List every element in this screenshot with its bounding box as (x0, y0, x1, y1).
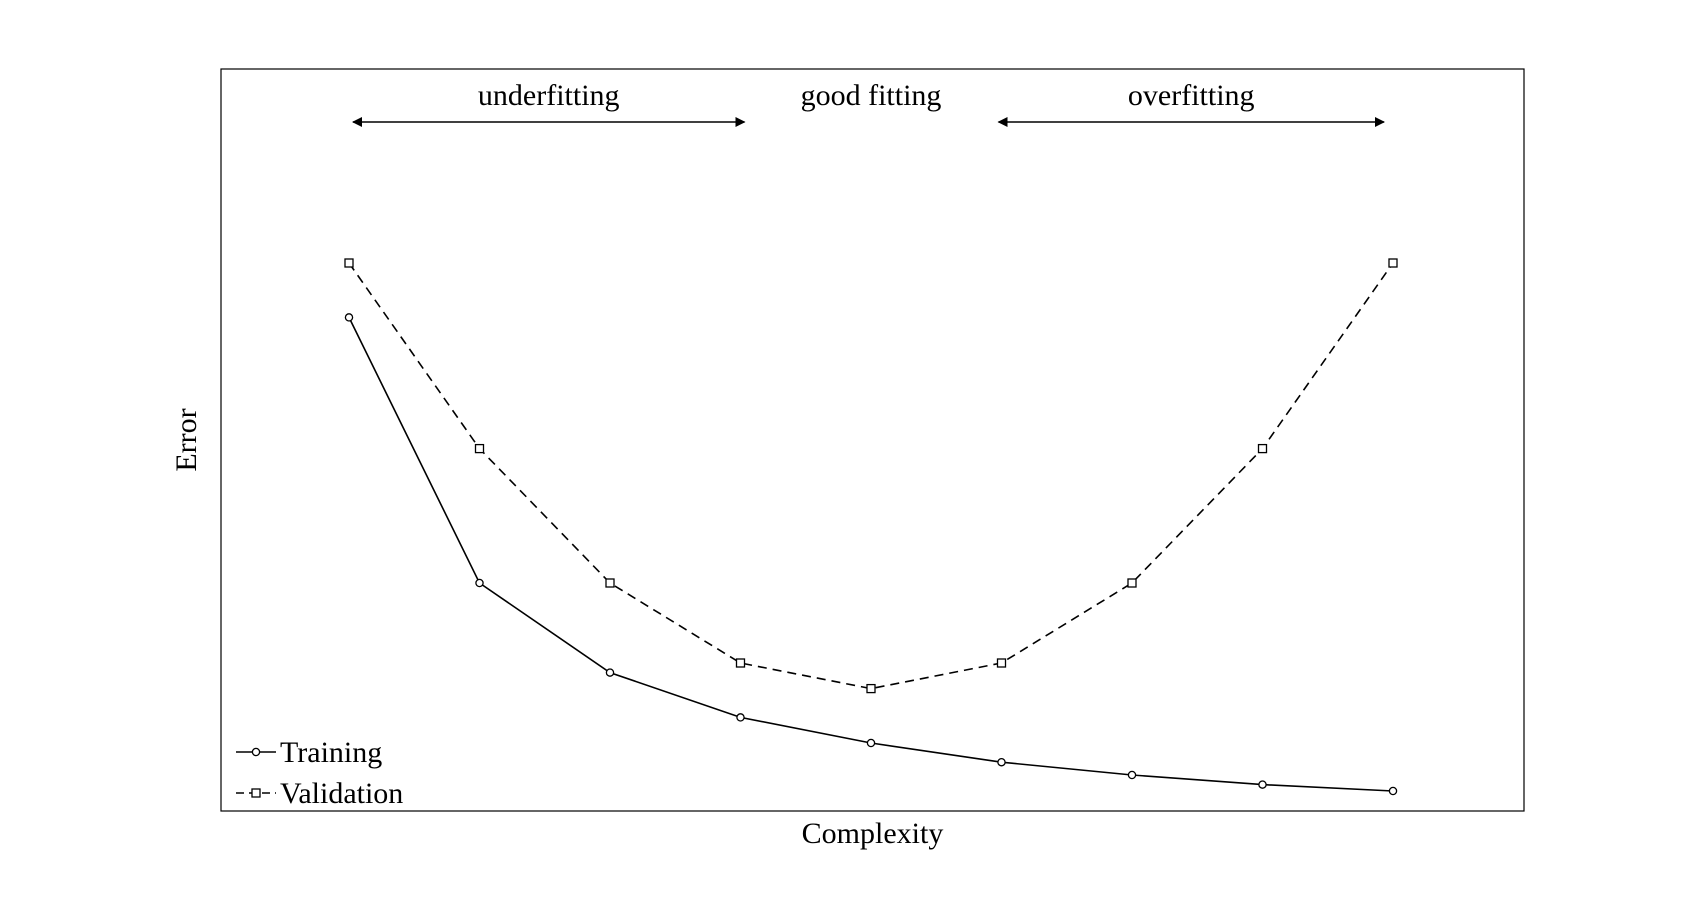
point-training-2 (475, 578, 484, 588)
annotation-good-fitting: good fitting (801, 79, 942, 112)
series-line-validation (348, 262, 1394, 690)
series-layer (344, 258, 1398, 796)
point-validation-6 (996, 658, 1007, 668)
point-training-8 (1258, 780, 1267, 789)
annotation-underfitting: underfitting (478, 79, 620, 112)
point-training-7 (1127, 770, 1137, 780)
annotation-layer: underfitting good fitting overfitting (352, 79, 1385, 127)
point-training-1 (344, 313, 354, 322)
point-training-4 (736, 713, 745, 722)
point-validation-9 (1388, 258, 1398, 268)
legend-marker-validation (251, 788, 261, 798)
point-validation-1 (344, 258, 354, 268)
point-validation-8 (1257, 443, 1268, 454)
series-training (344, 313, 1398, 796)
legend-marker-training (251, 747, 261, 757)
y-axis-label: Error (170, 408, 203, 471)
point-validation-4 (735, 658, 746, 668)
series-validation (344, 258, 1398, 694)
legend-item-validation: Validation (236, 777, 403, 810)
point-training-9 (1388, 786, 1398, 796)
point-training-5 (866, 738, 876, 748)
x-axis-label: Complexity (802, 817, 944, 850)
point-training-6 (997, 757, 1006, 767)
point-validation-2 (474, 443, 485, 454)
legend-item-training: Training (236, 736, 382, 769)
legend-label-training: Training (280, 736, 382, 769)
point-training-3 (605, 668, 615, 677)
legend: Training Validation (236, 736, 403, 810)
point-validation-5 (866, 683, 876, 694)
plot-frame (220, 68, 1525, 812)
point-validation-7 (1127, 578, 1137, 588)
point-validation-3 (605, 578, 615, 588)
annotation-overfitting: overfitting (1128, 79, 1255, 112)
legend-label-validation: Validation (280, 777, 403, 810)
series-line-training (348, 317, 1394, 792)
